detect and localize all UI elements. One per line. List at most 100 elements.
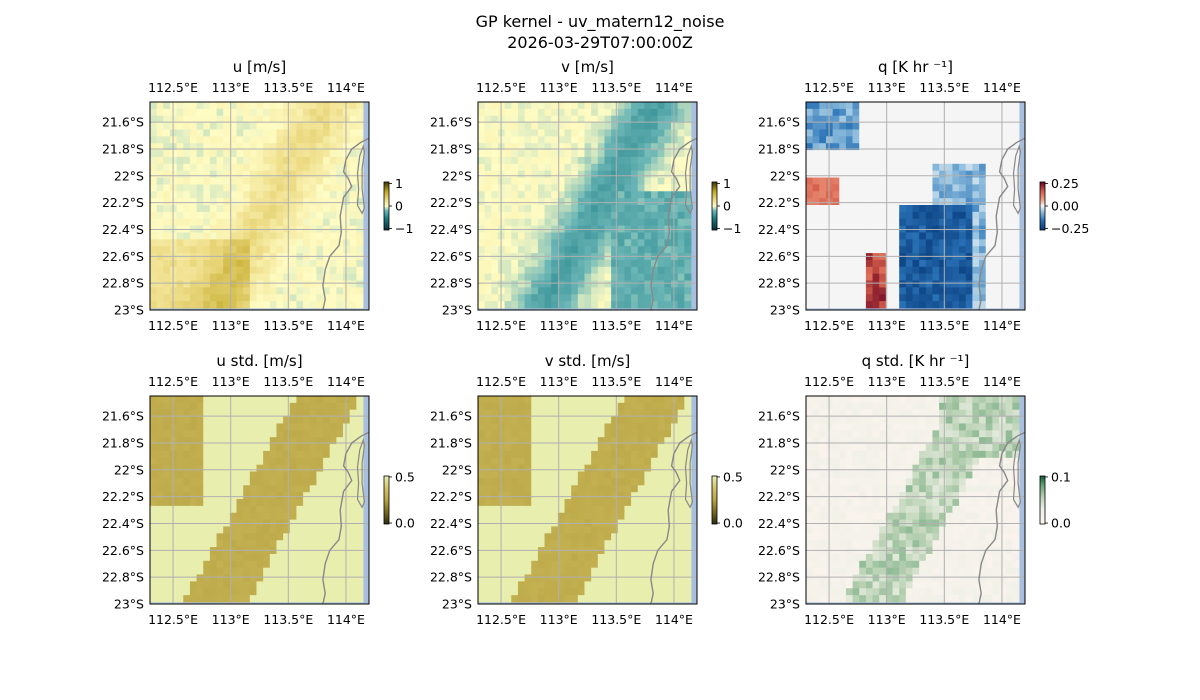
heatmap-cell [604, 218, 612, 226]
heatmap-cell [283, 567, 291, 575]
heatmap-cell [243, 198, 251, 206]
heatmap-cell [819, 129, 827, 137]
heatmap-cell [664, 595, 672, 603]
heatmap-cell [336, 102, 344, 110]
heatmap-cell [511, 163, 519, 172]
heatmap-cell [985, 239, 993, 247]
heatmap-cell [919, 239, 927, 247]
heatmap-cell [309, 259, 317, 268]
heatmap-cell [564, 136, 572, 144]
heatmap-cell [932, 218, 940, 226]
heatmap-cell [189, 211, 197, 220]
heatmap-cell [183, 122, 191, 130]
heatmap-cell [303, 108, 311, 117]
lon-tick-label-bottom: 113°E [868, 318, 906, 333]
heatmap-cell [343, 512, 351, 520]
heatmap-cell [537, 457, 545, 466]
heatmap-cell [617, 301, 625, 309]
heatmap-cell [551, 430, 559, 438]
heatmap-cell [577, 526, 585, 534]
heatmap-cell [269, 450, 277, 459]
heatmap-cell [309, 211, 317, 220]
heatmap-cell [517, 239, 525, 247]
heatmap-cell [343, 437, 351, 445]
heatmap-cell [323, 102, 331, 110]
heatmap-cell [176, 108, 184, 117]
heatmap-cell [229, 464, 237, 472]
heatmap-cell [832, 122, 840, 130]
heatmap-cell [992, 287, 1000, 295]
heatmap-cell [189, 512, 197, 520]
heatmap-cell [584, 560, 592, 569]
heatmap-cell [611, 567, 619, 575]
heatmap-cell [571, 115, 579, 123]
heatmap-cell [150, 574, 158, 582]
heatmap-cell [163, 505, 171, 514]
heatmap-cell [356, 533, 364, 541]
heatmap-cell [557, 444, 565, 452]
heatmap-cell [484, 205, 492, 213]
heatmap-cell [296, 150, 304, 158]
heatmap-cell [343, 499, 351, 507]
heatmap-cell [249, 232, 257, 240]
heatmap-cell [276, 198, 284, 206]
heatmap-cell [524, 266, 532, 275]
heatmap-cell [283, 396, 291, 404]
panel-title: v [m/s] [561, 58, 614, 76]
heatmap-cell [491, 102, 499, 110]
heatmap-cell [349, 232, 357, 240]
heatmap-cell [329, 430, 337, 438]
heatmap-cell [544, 218, 552, 226]
heatmap-cell [256, 574, 264, 582]
heatmap-cell [236, 485, 244, 493]
heatmap-cell [657, 574, 665, 582]
heatmap-cell [163, 266, 171, 275]
heatmap-cell [323, 457, 331, 466]
heatmap-cell [309, 560, 317, 569]
heatmap-cell [806, 156, 814, 165]
heatmap-cell [637, 163, 645, 172]
heatmap-cell [189, 170, 197, 178]
heatmap-cell [637, 102, 645, 110]
heatmap-cell [309, 287, 317, 295]
heatmap-cell [150, 301, 158, 309]
heatmap-cell [183, 150, 191, 158]
heatmap-cell [925, 170, 933, 178]
heatmap-cell [637, 115, 645, 123]
heatmap-cell [591, 595, 599, 603]
heatmap-cell [839, 108, 847, 117]
heatmap-cell [524, 198, 532, 206]
heatmap-cell [531, 218, 539, 226]
heatmap-cell [283, 198, 291, 206]
heatmap-cell [892, 115, 900, 123]
heatmap-cell [671, 280, 679, 288]
heatmap-cell [203, 294, 211, 302]
heatmap-cell [243, 567, 251, 575]
heatmap-cell [544, 211, 552, 220]
heatmap-cell [551, 588, 559, 596]
heatmap-cell [577, 485, 585, 493]
heatmap-cell [263, 273, 271, 281]
heatmap-cell [671, 533, 679, 541]
heatmap-cell [303, 512, 311, 520]
heatmap-cell [544, 567, 552, 575]
heatmap-cell [236, 450, 244, 459]
heatmap-cell [912, 246, 920, 254]
heatmap-cell [323, 560, 331, 569]
heatmap-cell [223, 156, 231, 165]
heatmap-cell [524, 301, 532, 309]
heatmap-cell [617, 232, 625, 240]
heatmap-cell [557, 143, 565, 151]
heatmap-cell [289, 259, 297, 268]
heatmap-cell [216, 259, 224, 268]
heatmap-cell [256, 287, 264, 295]
heatmap-cell [537, 170, 545, 178]
heatmap-cell [263, 471, 271, 479]
heatmap-cell [336, 423, 344, 431]
heatmap-cell [163, 102, 171, 110]
heatmap-cell [657, 218, 665, 226]
heatmap-cell [356, 129, 364, 137]
heatmap-cell [524, 457, 532, 466]
heatmap-cell [336, 526, 344, 534]
heatmap-cell [859, 280, 867, 288]
